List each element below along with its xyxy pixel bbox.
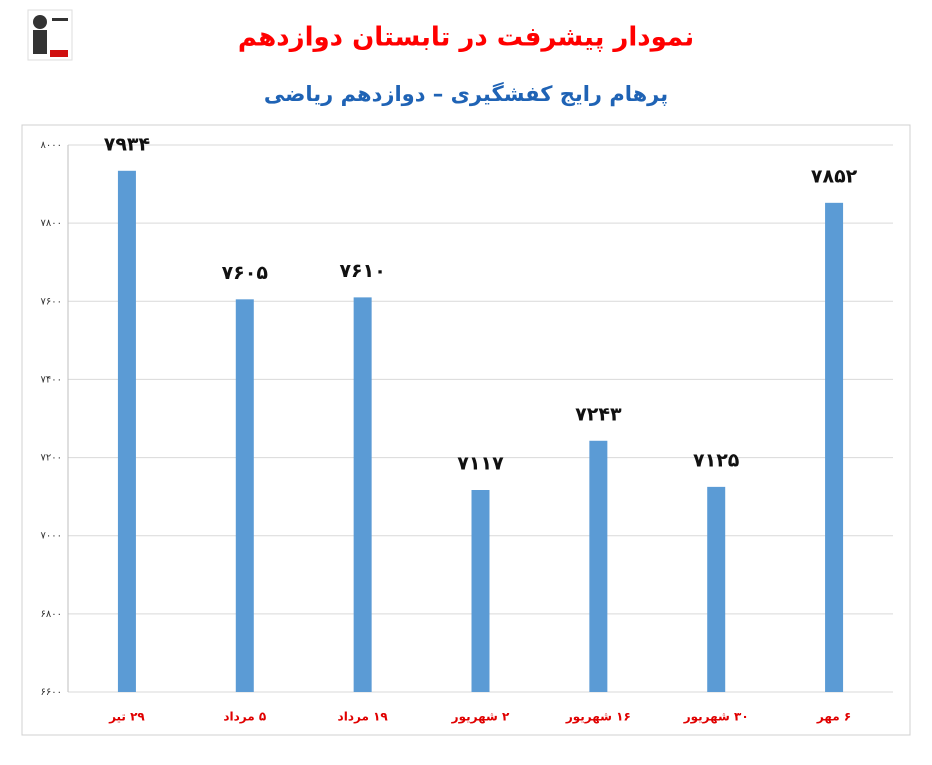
y-tick-label: ۸۰۰۰	[41, 140, 62, 151]
x-tick-label: ۳۰ شهریور	[683, 710, 749, 725]
value-label: ۷۸۵۲	[811, 165, 858, 187]
chart-title: نمودار پیشرفت در تابستان دوازدهم	[238, 23, 694, 53]
y-tick-label: ۶۶۰۰	[41, 687, 62, 698]
y-tick-label: ۷۸۰۰	[41, 218, 62, 229]
x-tick-label: ۲ شهریور	[451, 710, 510, 725]
bar	[825, 202, 844, 692]
bar	[117, 170, 136, 693]
x-tick-label: ۱۶ شهریور	[565, 710, 631, 725]
x-tick-label: ۶ مهر	[816, 710, 851, 724]
bar	[471, 490, 490, 692]
x-tick-label: ۵ مرداد	[223, 710, 266, 724]
value-label: ۷۲۴۳	[575, 403, 622, 425]
bar	[589, 440, 608, 692]
x-tick-label: ۱۹ مرداد	[338, 710, 389, 724]
bar	[707, 486, 726, 692]
bar	[235, 299, 254, 692]
value-label: ۷۱۱۷	[457, 453, 504, 475]
y-tick-label: ۷۰۰۰	[41, 531, 62, 542]
y-tick-label: ۷۲۰۰	[41, 453, 62, 464]
value-label: ۷۶۱۰	[339, 260, 385, 282]
x-tick-label: ۲۹ تیر	[108, 710, 145, 724]
value-label: ۷۹۳۴	[104, 133, 150, 155]
bar	[353, 297, 372, 692]
logo	[27, 9, 73, 61]
y-tick-label: ۷۴۰۰	[41, 374, 62, 385]
value-label: ۷۶۰۵	[222, 262, 269, 284]
chart-subtitle: پرهام رایج کفشگیری – دوازدهم ریاضی	[264, 81, 668, 106]
value-label: ۷۱۲۵	[693, 449, 740, 471]
chart-frame	[21, 124, 911, 736]
y-tick-label: ۷۶۰۰	[41, 296, 62, 307]
y-tick-label: ۶۸۰۰	[41, 609, 62, 620]
